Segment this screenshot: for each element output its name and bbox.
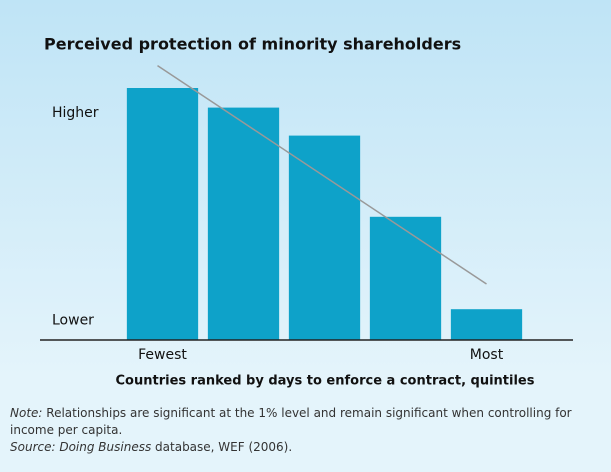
bar <box>450 309 523 340</box>
note-lead: Note: <box>10 406 43 420</box>
source-italic: Doing Business <box>55 440 152 454</box>
y-tick-label: Lower <box>52 312 94 328</box>
notes: Note: Relationships are significant at t… <box>10 405 600 456</box>
bar <box>207 107 280 340</box>
chart-title: Perceived protection of minority shareho… <box>44 35 461 54</box>
note-text: Relationships are significant at the 1% … <box>10 406 572 437</box>
note: Note: Relationships are significant at t… <box>10 405 600 439</box>
bar <box>288 135 361 340</box>
source-lead: Source: <box>10 440 56 454</box>
bar <box>369 216 442 340</box>
source-text: database, WEF (2006). <box>151 440 293 454</box>
x-axis-label: Countries ranked by days to enforce a co… <box>116 374 535 389</box>
chart: Perceived protection of minority shareho… <box>40 35 573 389</box>
x-tick-label: Most <box>470 347 504 363</box>
trend-line <box>157 64 487 285</box>
y-tick-label: Higher <box>52 105 99 121</box>
source: Source: Doing Business database, WEF (20… <box>10 439 600 456</box>
x-tick-label: Fewest <box>138 347 187 363</box>
bar <box>126 88 199 340</box>
